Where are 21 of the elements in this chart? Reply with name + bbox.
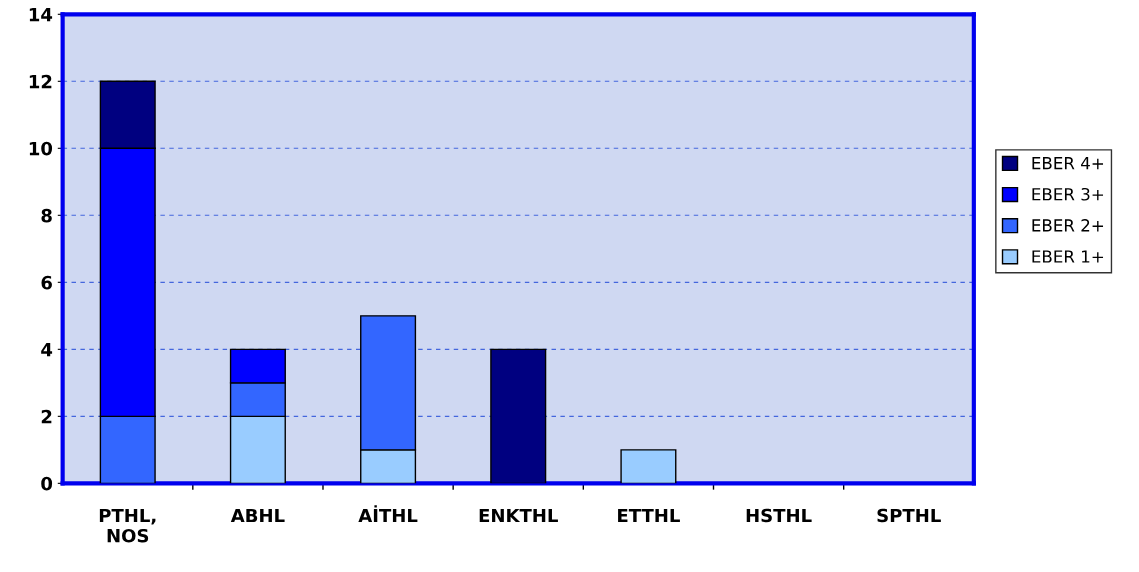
legend-label: EBER 3+ [1032, 187, 1104, 201]
legend-label: EBER 2+ [1032, 219, 1104, 232]
y-tick-label: 10 [29, 141, 53, 156]
x-tick-label: AİTHL [358, 505, 418, 523]
x-tick-label: SPTHL [877, 508, 941, 523]
x-tick-label: ETTHL [618, 508, 680, 523]
bar [490, 348, 547, 484]
y-tick-label: 4 [41, 343, 53, 357]
x-tick-label: HSTHL [746, 508, 812, 523]
x-tick-label: PTHL, NOS [99, 508, 156, 543]
y-tick-label: 12 [29, 74, 52, 89]
x-tick-label: ABHL [230, 508, 285, 523]
x-tick-label: ENKTHL [479, 508, 558, 523]
legend-label: EBER 4+ [1032, 157, 1104, 170]
bar [620, 449, 677, 484]
legend-label: EBER 1+ [1032, 250, 1104, 263]
y-tick-label: 8 [41, 208, 52, 223]
y-tick-label: 6 [41, 275, 52, 290]
y-tick-label: 0 [41, 476, 53, 491]
y-tick-label: 2 [41, 409, 52, 424]
y-tick-label: 14 [29, 8, 53, 22]
